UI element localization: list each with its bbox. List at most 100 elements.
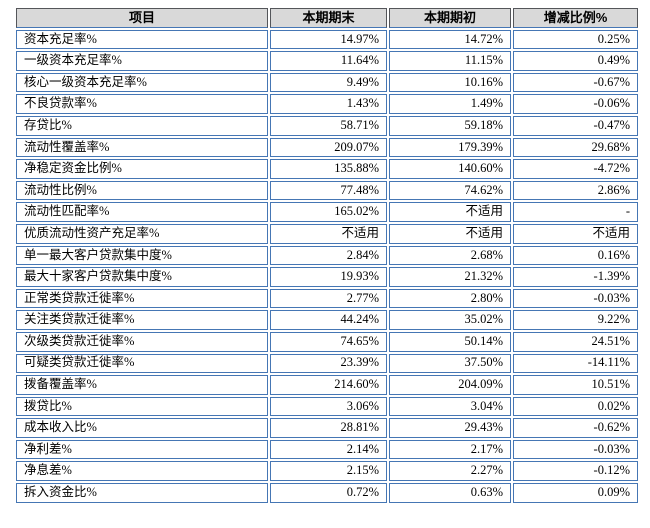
cell-period-end: 2.15% [270, 461, 387, 482]
cell-period-end: 19.93% [270, 267, 387, 287]
table-body: 资本充足率% 14.97% 14.72% 0.25% 一级资本充足率% 11.64% 11.… [16, 29, 638, 503]
cell-change-ratio: -0.03% [513, 288, 638, 309]
cell-period-begin: 179.39% [389, 137, 511, 158]
cell-period-begin: 37.50% [389, 353, 511, 374]
cell-change-ratio: 10.51% [513, 375, 638, 395]
cell-change-ratio: -0.06% [513, 94, 638, 114]
financial-indicators-table: 项目 本期期末 本期期初 增减比例% 资本充足率% 14.97% 14.72% 0.2… [14, 6, 640, 505]
cell-item: 净息差% [16, 461, 268, 482]
cell-period-begin: 3.04% [389, 396, 511, 417]
cell-change-ratio: -1.39% [513, 267, 638, 287]
cell-change-ratio: 29.68% [513, 137, 638, 158]
cell-item: 拨贷比% [16, 396, 268, 417]
cell-period-end: 14.97% [270, 29, 387, 50]
cell-period-begin: 不适用 [389, 202, 511, 222]
cell-change-ratio: -0.03% [513, 439, 638, 460]
header-item: 项目 [16, 8, 268, 28]
cell-period-end: 1.43% [270, 94, 387, 114]
cell-change-ratio: 0.25% [513, 29, 638, 50]
cell-change-ratio: 0.02% [513, 396, 638, 417]
table-row: 优质流动性资产充足率% 不适用 不适用 不适用 [16, 223, 638, 244]
cell-period-begin: 2.80% [389, 288, 511, 309]
cell-period-end: 74.65% [270, 331, 387, 352]
cell-change-ratio: 0.16% [513, 245, 638, 266]
table-row: 存贷比% 58.71% 59.18% -0.47% [16, 115, 638, 136]
table-row: 次级类贷款迁徙率% 74.65% 50.14% 24.51% [16, 331, 638, 352]
cell-item: 不良贷款率% [16, 94, 268, 114]
table-row: 关注类贷款迁徙率% 44.24% 35.02% 9.22% [16, 310, 638, 330]
cell-period-end: 165.02% [270, 202, 387, 222]
header-row: 项目 本期期末 本期期初 增减比例% [16, 8, 638, 28]
cell-item: 成本收入比% [16, 418, 268, 438]
table-row: 净稳定资金比例% 135.88% 140.60% -4.72% [16, 159, 638, 179]
cell-item: 流动性覆盖率% [16, 137, 268, 158]
table-row: 可疑类贷款迁徙率% 23.39% 37.50% -14.11% [16, 353, 638, 374]
table-row: 单一最大客户贷款集中度% 2.84% 2.68% 0.16% [16, 245, 638, 266]
cell-item: 正常类贷款迁徙率% [16, 288, 268, 309]
cell-item: 优质流动性资产充足率% [16, 223, 268, 244]
cell-period-end: 135.88% [270, 159, 387, 179]
cell-item: 单一最大客户贷款集中度% [16, 245, 268, 266]
cell-change-ratio: 0.49% [513, 51, 638, 71]
cell-period-begin: 不适用 [389, 223, 511, 244]
cell-period-end: 23.39% [270, 353, 387, 374]
cell-period-begin: 74.62% [389, 180, 511, 201]
cell-item: 流动性比例% [16, 180, 268, 201]
cell-period-end: 214.60% [270, 375, 387, 395]
table-row: 流动性匹配率% 165.02% 不适用 - [16, 202, 638, 222]
table-row: 资本充足率% 14.97% 14.72% 0.25% [16, 29, 638, 50]
cell-period-begin: 2.27% [389, 461, 511, 482]
cell-change-ratio: -14.11% [513, 353, 638, 374]
header-begin: 本期期初 [389, 8, 511, 28]
table-row: 一级资本充足率% 11.64% 11.15% 0.49% [16, 51, 638, 71]
cell-period-end: 不适用 [270, 223, 387, 244]
cell-change-ratio: 24.51% [513, 331, 638, 352]
cell-change-ratio: -0.67% [513, 72, 638, 93]
cell-period-end: 58.71% [270, 115, 387, 136]
cell-period-begin: 204.09% [389, 375, 511, 395]
cell-period-end: 77.48% [270, 180, 387, 201]
indicators-table: 项目 本期期末 本期期初 增减比例% 资本充足率% 14.97% 14.72% 0.2… [14, 6, 640, 505]
table-row: 正常类贷款迁徙率% 2.77% 2.80% -0.03% [16, 288, 638, 309]
table-row: 净利差% 2.14% 2.17% -0.03% [16, 439, 638, 460]
cell-change-ratio: 2.86% [513, 180, 638, 201]
cell-item: 核心一级资本充足率% [16, 72, 268, 93]
cell-period-begin: 21.32% [389, 267, 511, 287]
cell-change-ratio: 不适用 [513, 223, 638, 244]
cell-item: 流动性匹配率% [16, 202, 268, 222]
cell-period-end: 2.77% [270, 288, 387, 309]
table-row: 不良贷款率% 1.43% 1.49% -0.06% [16, 94, 638, 114]
table-row: 净息差% 2.15% 2.27% -0.12% [16, 461, 638, 482]
cell-period-end: 44.24% [270, 310, 387, 330]
table-row: 拨备覆盖率% 214.60% 204.09% 10.51% [16, 375, 638, 395]
header-end: 本期期末 [270, 8, 387, 28]
cell-period-begin: 59.18% [389, 115, 511, 136]
cell-period-begin: 1.49% [389, 94, 511, 114]
cell-item: 一级资本充足率% [16, 51, 268, 71]
cell-item: 资本充足率% [16, 29, 268, 50]
cell-period-end: 0.72% [270, 483, 387, 503]
cell-period-end: 2.84% [270, 245, 387, 266]
cell-period-end: 9.49% [270, 72, 387, 93]
cell-item: 拨备覆盖率% [16, 375, 268, 395]
cell-period-begin: 29.43% [389, 418, 511, 438]
cell-period-end: 209.07% [270, 137, 387, 158]
table-header: 项目 本期期末 本期期初 增减比例% [16, 8, 638, 28]
cell-change-ratio: -4.72% [513, 159, 638, 179]
cell-change-ratio: -0.47% [513, 115, 638, 136]
table-row: 流动性比例% 77.48% 74.62% 2.86% [16, 180, 638, 201]
cell-period-end: 11.64% [270, 51, 387, 71]
cell-change-ratio: -0.62% [513, 418, 638, 438]
table-row: 拆入资金比% 0.72% 0.63% 0.09% [16, 483, 638, 503]
table-row: 拨贷比% 3.06% 3.04% 0.02% [16, 396, 638, 417]
cell-item: 次级类贷款迁徙率% [16, 331, 268, 352]
header-change: 增减比例% [513, 8, 638, 28]
cell-item: 最大十家客户贷款集中度% [16, 267, 268, 287]
cell-change-ratio: 9.22% [513, 310, 638, 330]
cell-period-begin: 50.14% [389, 331, 511, 352]
cell-change-ratio: - [513, 202, 638, 222]
cell-period-end: 3.06% [270, 396, 387, 417]
cell-period-begin: 0.63% [389, 483, 511, 503]
table-row: 流动性覆盖率% 209.07% 179.39% 29.68% [16, 137, 638, 158]
cell-period-begin: 2.68% [389, 245, 511, 266]
